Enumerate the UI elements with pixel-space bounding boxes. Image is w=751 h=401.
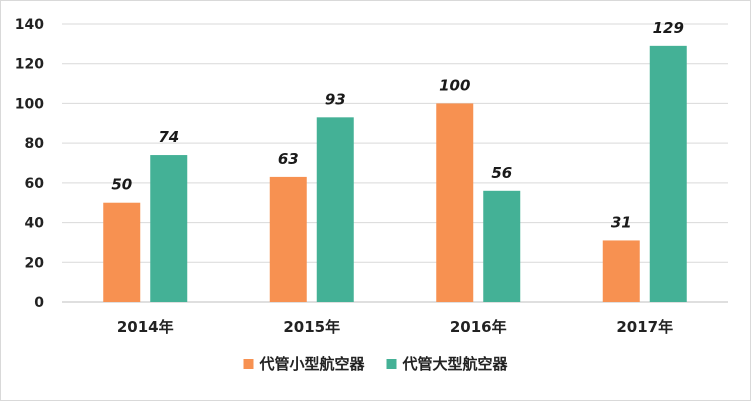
- legend: 代管小型航空器 代管大型航空器: [243, 355, 509, 373]
- legend-swatch: [243, 359, 254, 369]
- data-label: 129: [653, 19, 684, 37]
- bar: [483, 190, 521, 302]
- x-tick-label: 2017年: [616, 318, 673, 336]
- data-label: 31: [611, 213, 632, 231]
- x-axis-tick-labels: 2014年 2015年 2016年 2017年: [117, 318, 673, 336]
- bar: [150, 155, 188, 302]
- legend-label: 代管小型航空器: [259, 355, 366, 373]
- data-label: 50: [111, 176, 132, 194]
- x-tick-label: 2016年: [450, 318, 507, 336]
- y-tick-label: 100: [15, 96, 44, 112]
- data-label: 63: [278, 150, 299, 168]
- legend-label: 代管大型航空器: [402, 355, 509, 373]
- data-label: 56: [491, 164, 512, 182]
- y-tick-label: 20: [25, 255, 45, 271]
- y-axis-tick-labels: 0 20 40 60 80 100 120 140: [15, 17, 44, 311]
- y-tick-label: 80: [25, 136, 45, 152]
- data-label: 100: [439, 76, 470, 94]
- y-tick-label: 40: [25, 216, 45, 232]
- legend-swatch: [386, 359, 397, 369]
- bar: [602, 240, 640, 302]
- bar: [436, 103, 474, 302]
- x-tick-label: 2015年: [283, 318, 340, 336]
- data-label: 93: [325, 90, 346, 108]
- bars: [103, 45, 687, 302]
- bar: [649, 45, 687, 302]
- y-tick-label: 140: [15, 17, 44, 33]
- bar: [103, 202, 141, 302]
- y-tick-label: 0: [34, 295, 44, 311]
- bar: [269, 176, 307, 302]
- x-tick-label: 2014年: [117, 318, 174, 336]
- bar: [316, 117, 354, 302]
- y-tick-label: 120: [15, 57, 44, 73]
- y-tick-label: 60: [25, 176, 45, 192]
- data-label: 74: [158, 128, 179, 146]
- data-labels: 50 74 63 93 100 56 31 129: [111, 19, 684, 232]
